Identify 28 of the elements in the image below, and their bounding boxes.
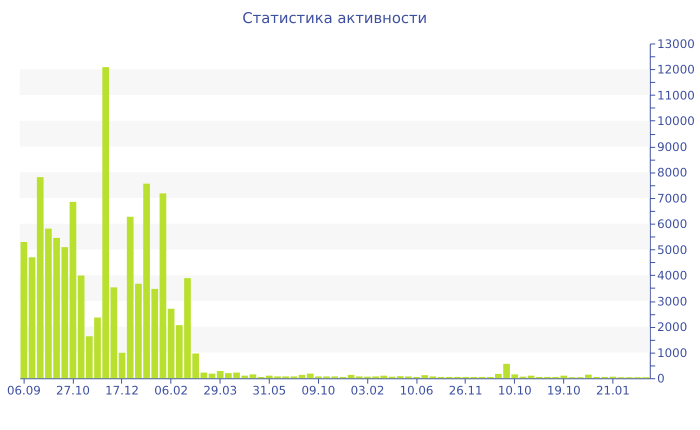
y-tick-label: 12000 (657, 62, 695, 77)
x-tick-label: 10.06 (400, 383, 434, 398)
x-tick-label: 10.10 (498, 383, 532, 398)
x-tick-label: 21.01 (596, 383, 630, 398)
y-tick-label: 7000 (657, 191, 688, 206)
y-tick-label: 2000 (657, 320, 688, 334)
x-tick-label: 06.09 (6, 383, 41, 398)
x-tick-label: 31.05 (252, 383, 286, 398)
y-tick-label: 1000 (657, 346, 688, 360)
x-tick-label: 06.02 (154, 383, 188, 398)
y-tick-label: 0 (657, 372, 665, 386)
x-tick-label: 27.10 (56, 383, 90, 398)
y-tick-label: 11000 (657, 88, 695, 102)
y-tick-label: 8000 (657, 166, 688, 180)
y-tick-label: 13000 (657, 36, 695, 51)
chart-title: Статистика активности (242, 10, 428, 27)
x-tick-label: 26.11 (448, 383, 483, 398)
y-tick-label: 10000 (657, 114, 695, 128)
x-tick-label: 03.02 (350, 383, 384, 398)
y-tick-label: 3000 (657, 294, 688, 308)
x-tick-label: 29.03 (203, 383, 238, 398)
y-tick-label: 5000 (657, 242, 688, 257)
x-tick-label: 19.10 (546, 383, 581, 398)
x-tick-label: 17.12 (105, 383, 139, 398)
x-tick-label: 09.10 (301, 383, 336, 398)
y-tick-label: 9000 (657, 140, 688, 154)
y-tick-label: 6000 (657, 217, 688, 232)
y-tick-label: 4000 (657, 268, 688, 283)
